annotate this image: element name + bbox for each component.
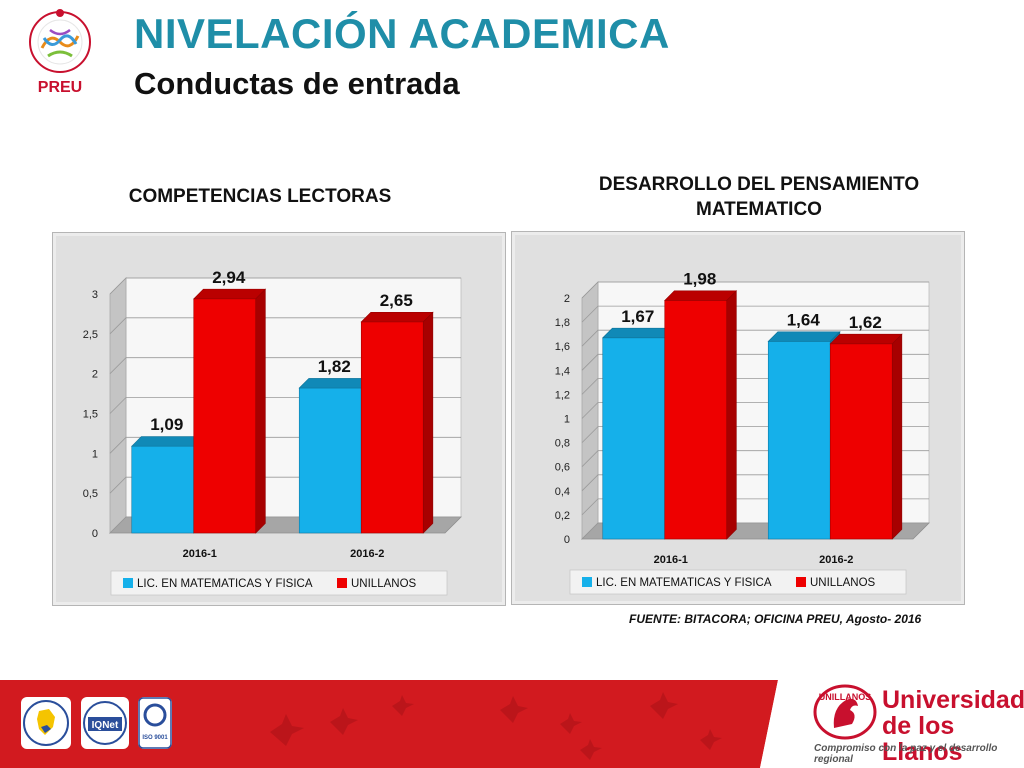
y-tick-label: 1,4 <box>555 365 570 377</box>
unillanos-seal-text: UNILLANOS <box>819 692 872 702</box>
data-label: 1,98 <box>683 269 716 288</box>
certification-badge-colombia <box>21 697 71 749</box>
data-label: 1,09 <box>150 415 183 434</box>
x-tick-label: 2016-2 <box>819 554 853 566</box>
unillanos-seal: UNILLANOS <box>813 684 877 740</box>
iso-label: ISO 9001 <box>142 735 168 741</box>
chart-2-heading: DESARROLLO DEL PENSAMIENTO MATEMATICO <box>598 174 920 220</box>
data-label: 1,62 <box>849 313 882 332</box>
preu-logo: PREU <box>29 9 91 96</box>
y-tick-label: 2,5 <box>83 329 98 341</box>
gridline <box>581 329 929 347</box>
chart-competencias-lectoras: 0 0,5 1 1,5 2 2,5 3 1,09 2,94 2016-1 1,82 2,65 2016-… <box>52 232 506 606</box>
gridline <box>581 281 929 299</box>
legend-label: LIC. EN MATEMATICAS Y FISICA <box>137 578 313 590</box>
certification-badge-iso: ISO 9001 <box>138 697 172 749</box>
y-tick-label: 0,2 <box>555 510 570 522</box>
chart-legend: LIC. EN MATEMATICAS Y FISICA UNILLANOS <box>569 569 907 595</box>
bar-lic-matematicas-2016-2 <box>767 331 841 540</box>
y-tick-label: 0,8 <box>555 438 570 450</box>
legend-swatch <box>796 577 806 587</box>
y-tick-label: 2 <box>92 369 98 381</box>
university-slogan: Compromiso con la paz y el desarrollo re… <box>814 743 998 765</box>
y-tick-label: 1 <box>92 448 98 460</box>
data-label: 2,65 <box>380 291 413 310</box>
legend-swatch <box>337 578 347 588</box>
data-label: 1,67 <box>621 307 654 326</box>
page-subtitle: Conductas de entrada <box>134 66 460 101</box>
gridline <box>109 277 461 295</box>
y-tick-label: 1,6 <box>555 341 570 353</box>
page-title: NIVELACIÓN ACADEMICA <box>134 10 670 57</box>
bar-lic-matematicas-2016-1 <box>131 435 205 534</box>
y-tick-label: 1,5 <box>83 409 98 421</box>
bar-unillanos-2016-1 <box>193 288 267 534</box>
source-note: FUENTE: BITACORA; OFICINA PREU, Agosto- … <box>629 612 922 626</box>
data-label: 1,82 <box>318 357 351 376</box>
footer-banner <box>0 680 1024 768</box>
bar-unillanos-2016-1 <box>664 290 738 540</box>
chart-1-heading: COMPETENCIAS LECTORAS <box>128 186 392 207</box>
bar-unillanos-2016-2 <box>360 311 434 534</box>
y-tick-label: 1 <box>564 414 570 426</box>
x-tick-label: 2016-2 <box>350 548 384 560</box>
gridline <box>109 317 461 335</box>
legend-label: LIC. EN MATEMATICAS Y FISICA <box>596 577 772 589</box>
y-tick-label: 0,4 <box>555 486 570 498</box>
gridline <box>109 357 461 374</box>
y-tick-label: 1,2 <box>555 389 570 401</box>
y-tick-label: 0,5 <box>83 488 98 500</box>
y-tick-label: 0 <box>564 534 570 546</box>
x-tick-label: 2016-1 <box>654 554 688 566</box>
x-tick-label: 2016-1 <box>183 548 217 560</box>
bar-lic-matematicas-2016-1 <box>602 327 676 540</box>
y-tick-label: 1,8 <box>555 317 570 329</box>
bar-lic-matematicas-2016-2 <box>298 377 372 534</box>
legend-swatch <box>582 577 592 587</box>
y-tick-label: 2 <box>564 293 570 305</box>
university-name-line1: Universidad <box>882 686 1024 714</box>
data-label: 1,64 <box>787 310 821 329</box>
university-name-line2: de los Llanos <box>882 712 963 766</box>
bar-unillanos-2016-2 <box>829 333 903 540</box>
iqnet-label: IQNet <box>92 720 119 731</box>
certification-badge-iqnet: IQNet <box>81 697 129 749</box>
legend-swatch <box>123 578 133 588</box>
chart-pensamiento-matematico: 0 0,2 0,4 0,6 0,8 1 1,2 1,4 1,6 1,8 2 1,67 1,98 2016-… <box>511 231 965 605</box>
legend-label: UNILLANOS <box>351 578 417 590</box>
y-tick-label: 0 <box>92 528 98 540</box>
chart-legend: LIC. EN MATEMATICAS Y FISICA UNILLANOS <box>110 570 448 596</box>
legend-label: UNILLANOS <box>810 577 876 589</box>
preu-logo-text: PREU <box>38 79 82 96</box>
gridline <box>581 305 929 323</box>
data-label: 2,94 <box>212 268 246 287</box>
y-tick-label: 0,6 <box>555 462 570 474</box>
y-tick-label: 3 <box>92 289 98 301</box>
